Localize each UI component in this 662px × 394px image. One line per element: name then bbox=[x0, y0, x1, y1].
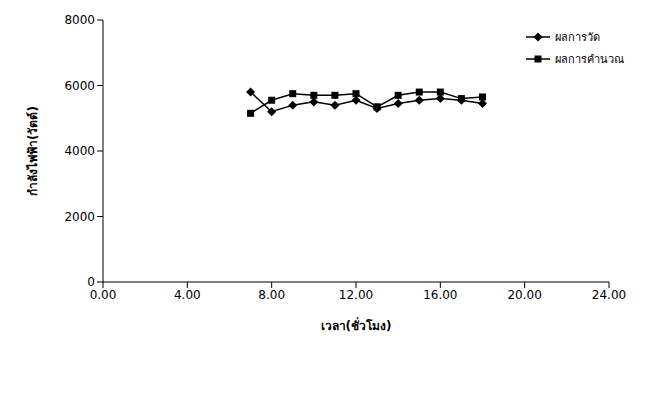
svg-text:2000: 2000 bbox=[64, 210, 95, 224]
svg-text:12.00: 12.00 bbox=[339, 288, 373, 302]
svg-text:กำลังไฟฟ้า(วัตต์): กำลังไฟฟ้า(วัตต์) bbox=[25, 106, 40, 196]
svg-text:4000: 4000 bbox=[64, 144, 95, 158]
svg-text:24.00: 24.00 bbox=[592, 288, 626, 302]
svg-text:0.00: 0.00 bbox=[90, 288, 117, 302]
svg-text:เวลา(ชั่วโมง): เวลา(ชั่วโมง) bbox=[321, 317, 392, 333]
svg-text:20.00: 20.00 bbox=[507, 288, 541, 302]
svg-text:4.00: 4.00 bbox=[174, 288, 201, 302]
svg-text:16.00: 16.00 bbox=[423, 288, 457, 302]
svg-text:8000: 8000 bbox=[64, 13, 95, 27]
html-text:ผลการคำนวณ: ผลการคำนวณ bbox=[555, 53, 624, 66]
svg-text:8.00: 8.00 bbox=[258, 288, 285, 302]
html-text:ผลการวัด: ผลการวัด bbox=[555, 31, 600, 44]
svg-text:0: 0 bbox=[87, 275, 95, 289]
svg-text:6000: 6000 bbox=[64, 79, 95, 93]
